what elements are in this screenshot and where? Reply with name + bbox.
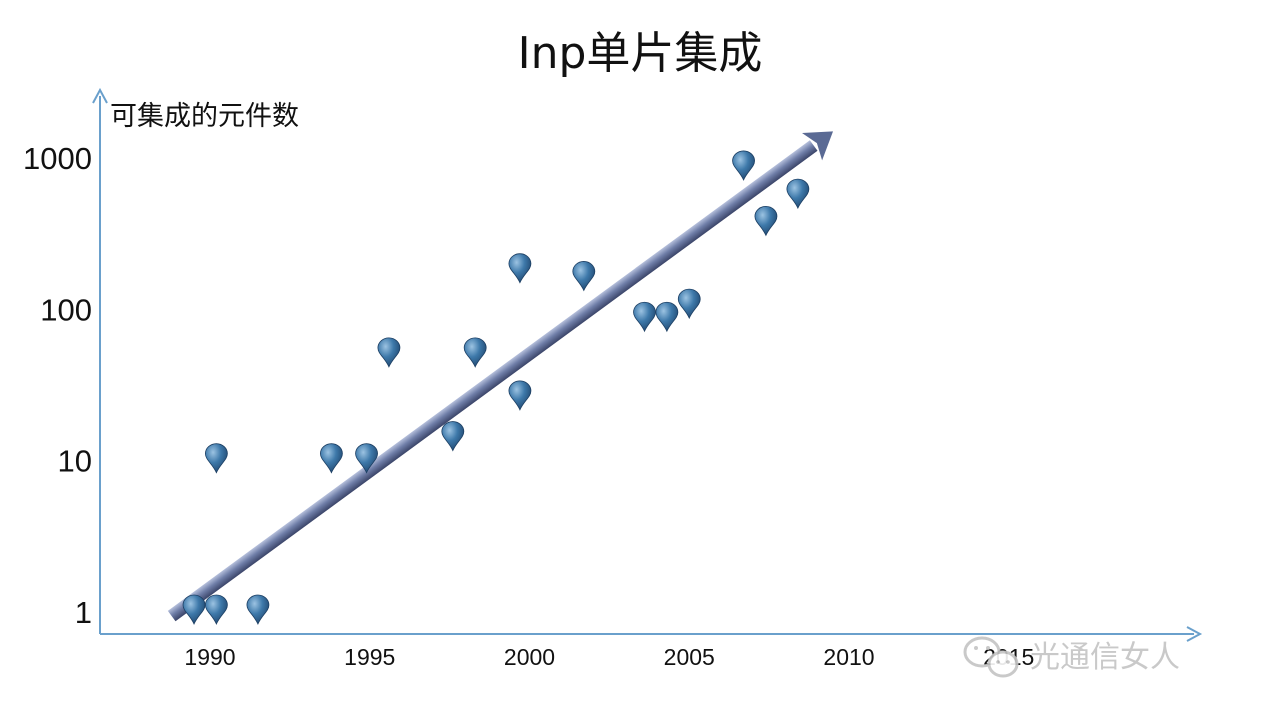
data-points <box>182 150 810 625</box>
x-tick-labels: 199019952000200520102015 <box>184 644 1034 670</box>
y-axis <box>92 87 108 634</box>
data-point-marker <box>677 288 701 320</box>
y-tick-label: 10 <box>58 444 92 479</box>
wechat-icon <box>963 636 1019 678</box>
data-point-marker <box>377 337 401 368</box>
data-point-marker <box>786 178 810 210</box>
data-point-marker <box>182 594 206 625</box>
data-point-marker <box>204 594 228 625</box>
data-point-marker <box>355 443 378 474</box>
x-tick-label: 2005 <box>664 644 715 670</box>
x-tick-label: 2010 <box>823 644 874 670</box>
data-point-marker <box>463 337 487 368</box>
y-tick-label: 1 <box>75 595 92 630</box>
y-tick-labels: 1 10 100 1000 <box>23 141 92 630</box>
data-point-marker <box>732 150 755 181</box>
data-point-marker <box>655 301 679 333</box>
data-point-marker <box>572 261 596 292</box>
x-tick-label: 2000 <box>504 644 555 670</box>
data-point-marker <box>633 301 656 333</box>
data-point-marker <box>204 443 228 474</box>
trend-arrow-head <box>802 131 834 161</box>
trend-arrow-shaft <box>167 140 818 622</box>
watermark: 光通信女人 <box>963 636 1180 678</box>
chart-title: Inp单片集成 <box>518 28 763 79</box>
data-point-marker <box>754 206 778 237</box>
y-tick-label: 1000 <box>23 141 92 176</box>
watermark-text: 光通信女人 <box>1030 640 1180 675</box>
x-tick-label: 1990 <box>184 644 235 670</box>
trend-arrow-shape <box>167 131 834 622</box>
y-axis-label: 可集成的元件数 <box>110 101 299 132</box>
data-point-marker <box>508 380 532 411</box>
x-axis <box>100 626 1203 642</box>
data-point-marker <box>246 594 270 625</box>
x-tick-label: 1995 <box>344 644 395 670</box>
y-tick-label: 100 <box>40 292 92 327</box>
trend-arrow <box>167 131 834 622</box>
data-point-marker <box>508 253 532 284</box>
data-point-marker <box>441 421 465 452</box>
data-point-marker <box>320 443 343 474</box>
